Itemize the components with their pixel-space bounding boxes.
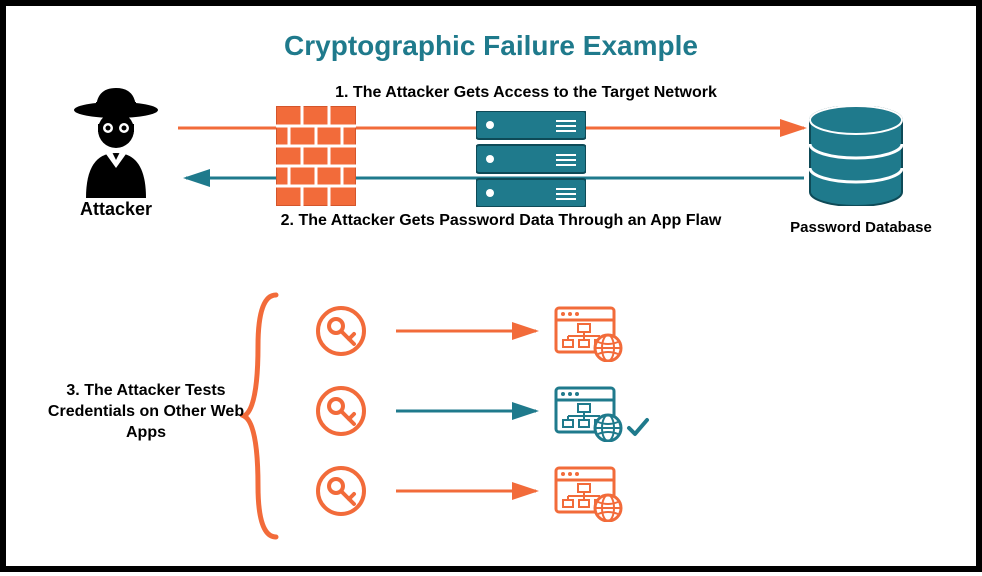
credential-arrow: [6, 6, 976, 576]
diagram-frame: Cryptographic Failure Example 1. The Att…: [0, 0, 982, 572]
webapp-icon: [554, 466, 624, 522]
